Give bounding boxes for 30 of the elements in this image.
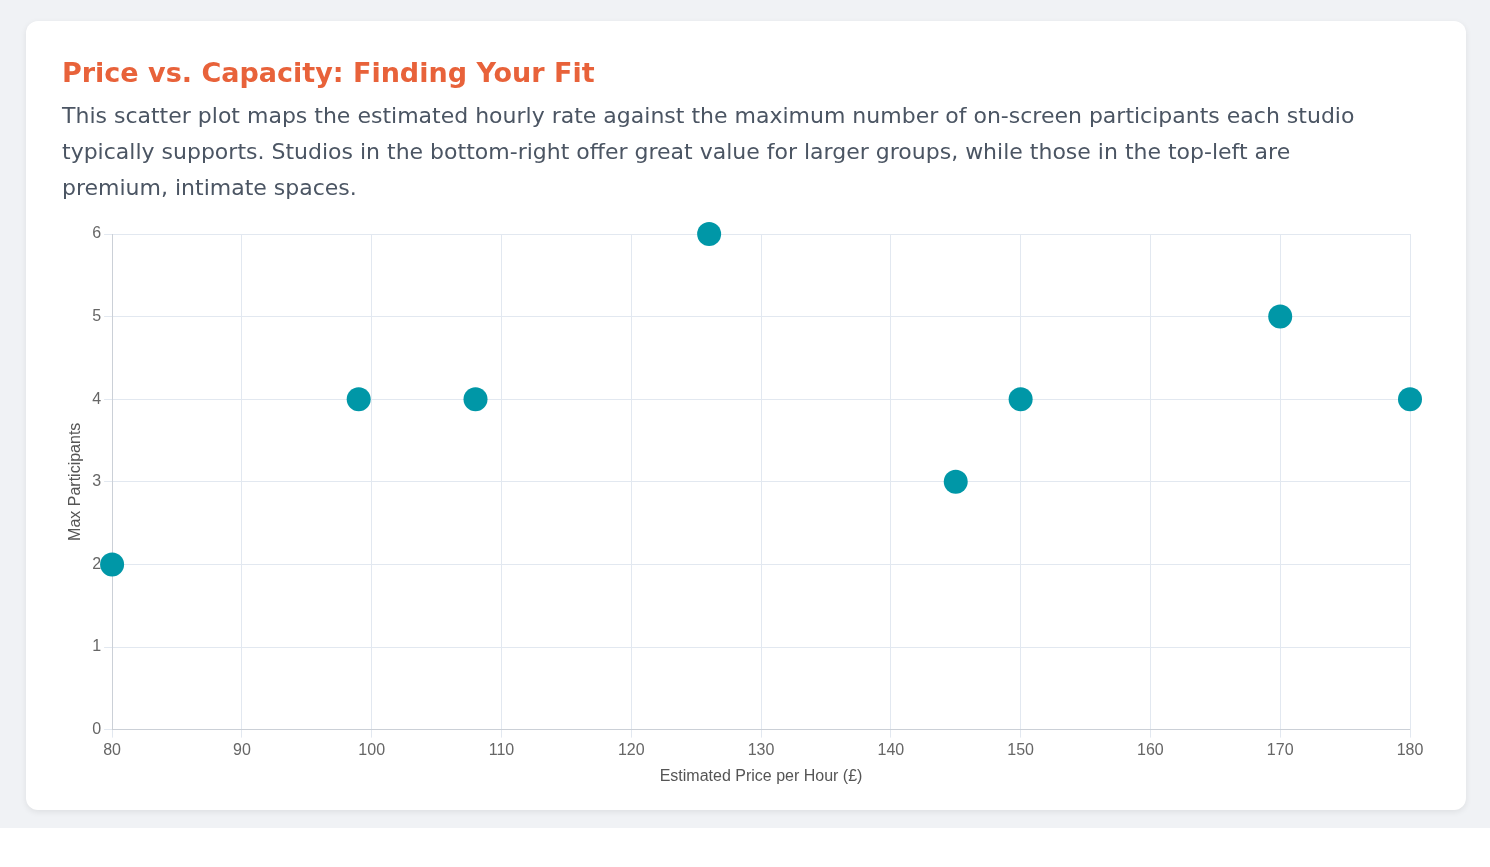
- y-tick-label: 6: [92, 224, 102, 242]
- y-tick-label: 1: [92, 637, 102, 655]
- point: [346, 387, 371, 412]
- x-axis-title: Estimated Price per Hour (£): [659, 766, 863, 784]
- x-tick-label: 160: [1137, 740, 1164, 758]
- x-tick-label: 90: [232, 740, 251, 758]
- point: [1398, 387, 1422, 412]
- y-axis-title: Max Participants: [66, 422, 84, 541]
- y-tick-label: 2: [92, 554, 102, 572]
- chart-subtitle: This scatter plot maps the estimated hourly rate against the maximum number of on-screen participants each studio typically supports. Studios in the bottom-right offer great value for larger groups, while those in the top-left are premium, intimate spaces.: [62, 102, 1356, 202]
- x-tick-label: 120: [617, 740, 645, 758]
- x-tick-label: 110: [488, 740, 515, 758]
- point: [943, 469, 968, 494]
- x-tick-label: 130: [747, 740, 775, 758]
- x-tick-label: 150: [1007, 740, 1035, 758]
- x-tick-label: 170: [1266, 740, 1294, 758]
- x-tick-label: 180: [1396, 740, 1424, 758]
- chart-title: Price vs. Capacity: Finding Your Fit: [62, 57, 596, 88]
- point: [463, 387, 488, 412]
- x-tick-label: 140: [877, 740, 905, 758]
- x-tick-label: 80: [103, 740, 122, 758]
- y-tick-label: 0: [92, 720, 102, 738]
- point: [100, 552, 125, 577]
- point: [1268, 304, 1293, 329]
- y-tick-label: 5: [92, 307, 102, 325]
- y-tick-label: 3: [92, 472, 102, 490]
- point: [697, 222, 722, 246]
- point: [1008, 387, 1033, 412]
- y-tick-label: 4: [92, 389, 102, 407]
- x-tick-label: 100: [358, 740, 386, 758]
